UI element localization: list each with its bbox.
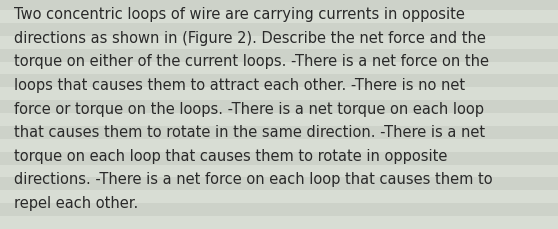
Bar: [0, 24, 558, 37]
Bar: [0, 165, 558, 178]
Text: loops that causes them to attract each other. -There is no net: loops that causes them to attract each o…: [14, 78, 465, 93]
Text: force or torque on the loops. -There is a net torque on each loop: force or torque on the loops. -There is …: [14, 101, 484, 116]
Bar: [0, 216, 558, 229]
Bar: [0, 62, 558, 75]
Text: torque on each loop that causes them to rotate in opposite: torque on each loop that causes them to …: [14, 148, 448, 163]
Bar: [0, 126, 558, 139]
Bar: [0, 152, 558, 165]
Bar: [0, 75, 558, 88]
Bar: [0, 203, 558, 216]
Bar: [0, 88, 558, 101]
Bar: [0, 11, 558, 24]
Bar: [0, 101, 558, 114]
Bar: [0, 191, 558, 203]
Text: that causes them to rotate in the same direction. -There is a net: that causes them to rotate in the same d…: [14, 125, 485, 140]
Text: Two concentric loops of wire are carrying currents in opposite: Two concentric loops of wire are carryin…: [14, 7, 465, 22]
Bar: [0, 178, 558, 191]
Bar: [0, 114, 558, 126]
Bar: [0, 0, 558, 11]
Bar: [0, 139, 558, 152]
Text: directions. -There is a net force on each loop that causes them to: directions. -There is a net force on eac…: [14, 172, 493, 187]
Text: repel each other.: repel each other.: [14, 195, 138, 210]
Bar: [0, 49, 558, 62]
Bar: [0, 37, 558, 49]
Text: torque on either of the current loops. -There is a net force on the: torque on either of the current loops. -…: [14, 54, 489, 69]
Text: directions as shown in (Figure 2). Describe the net force and the: directions as shown in (Figure 2). Descr…: [14, 30, 486, 45]
